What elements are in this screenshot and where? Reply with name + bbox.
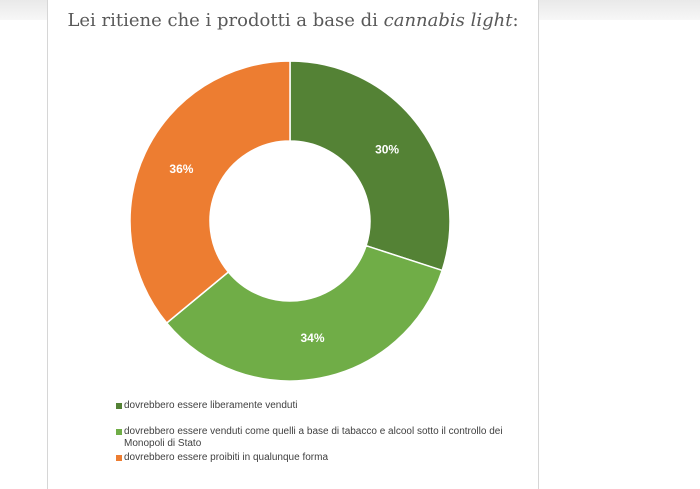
legend-item-monopoli: dovrebbero essere venduti come quelli a …: [116, 426, 526, 450]
legend-item-proibiti: dovrebbero essere proibiti in qualunque …: [116, 452, 526, 464]
donut-slice-2: [129, 60, 291, 325]
legend-item-liberamente: dovrebbero essere liberamente venduti: [116, 400, 526, 412]
data-label-2: 36%: [169, 162, 193, 176]
chart-title: Lei ritiene che i prodotti a base di can…: [48, 8, 538, 33]
data-label-1: 34%: [300, 331, 324, 345]
chart-page: Lei ritiene che i prodotti a base di can…: [47, 0, 539, 489]
chart-legend: dovrebbero essere liberamente venduti do…: [116, 400, 526, 478]
chart-title-end: :: [512, 10, 519, 31]
legend-label: dovrebbero essere proibiti in qualunque …: [124, 452, 329, 463]
legend-label: dovrebbero essere venduti come quelli a …: [124, 426, 503, 449]
legend-swatch: [116, 455, 122, 461]
chart-title-main: Lei ritiene che i prodotti a base di: [67, 10, 384, 31]
donut-slice-0: [289, 60, 451, 272]
legend-label: dovrebbero essere liberamente venduti: [124, 400, 298, 411]
chart-title-emphasis: cannabis light: [383, 10, 513, 31]
legend-swatch: [116, 403, 122, 409]
donut-chart: 30% 34% 36%: [129, 60, 451, 382]
donut-slice-1: [165, 244, 444, 382]
data-label-0: 30%: [375, 143, 399, 157]
legend-swatch: [116, 429, 122, 435]
